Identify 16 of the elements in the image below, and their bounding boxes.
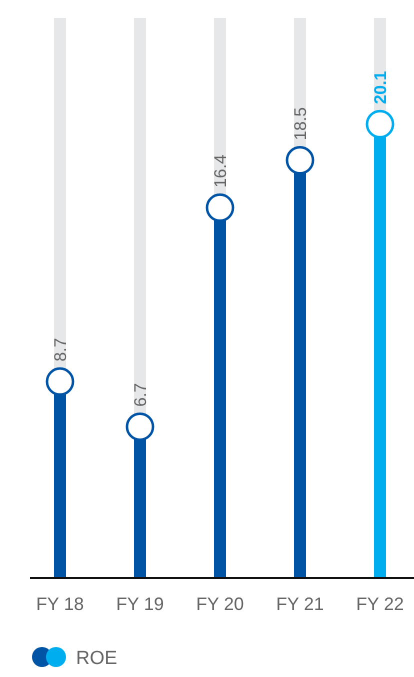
x-tick-label: FY 19	[116, 594, 164, 614]
x-tick-label: FY 22	[356, 594, 404, 614]
legend-label: ROE	[76, 648, 118, 669]
x-tick-label: FY 20	[196, 594, 244, 614]
data-label: 20.1	[371, 71, 390, 104]
data-label: 6.7	[131, 383, 150, 407]
point	[46, 367, 74, 396]
data-label: 18.5	[291, 107, 310, 140]
point	[366, 110, 394, 138]
point	[286, 146, 314, 175]
x-tick-label: FY 18	[36, 594, 84, 614]
data-label: 8.7	[51, 338, 70, 362]
x-tick-label: FY 21	[276, 594, 324, 614]
data-label: 16.4	[211, 154, 230, 188]
point	[126, 412, 154, 441]
point	[206, 193, 234, 222]
